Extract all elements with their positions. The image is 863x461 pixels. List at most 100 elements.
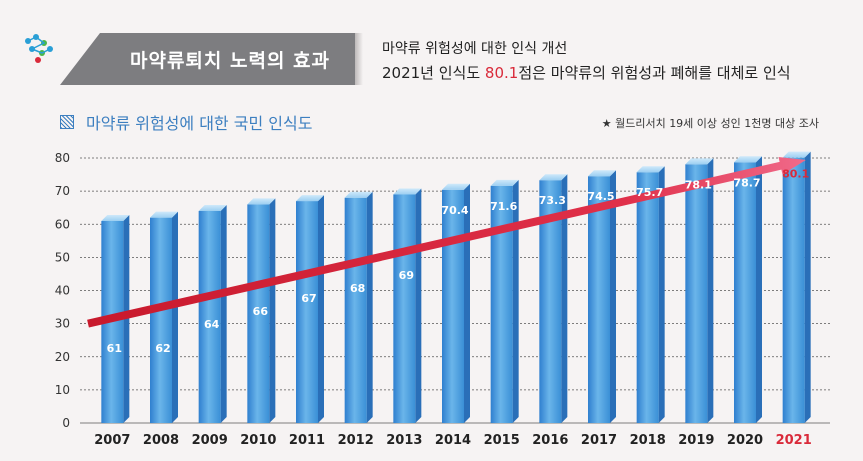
bar-value-label: 69: [399, 269, 414, 282]
bar-2008: [150, 211, 178, 423]
bar-front: [734, 162, 756, 423]
description-line-1: 마약류 위험성에 대한 인식 개선: [382, 41, 568, 57]
x-axis: 2007 2008 2009 2010 2011 2012 2013 2014 2015 2016…: [94, 433, 812, 448]
bar-value-label: 61: [107, 342, 122, 355]
x-tick-label: 2018: [630, 433, 666, 448]
bar-value-label: 64: [204, 318, 220, 331]
y-tick-label: 60: [55, 217, 70, 231]
description-suffix: 점은 마약류의 위험성과 폐해를 대체로 인식: [518, 64, 791, 82]
bar-top: [101, 214, 130, 221]
y-tick-label: 70: [55, 184, 70, 198]
bar-top: [393, 188, 422, 195]
y-tick-label: 80: [55, 151, 70, 165]
description-line-2: 2021년 인식도 80.1점은 마약류의 위험성과 폐해를 대체로 인식: [382, 62, 791, 83]
bar-value-label: 62: [155, 342, 170, 355]
bar-top: [296, 195, 324, 202]
bar-top: [344, 191, 373, 198]
bar-value-label: 71.6: [490, 200, 517, 213]
bar-front: [150, 217, 172, 423]
bar-2012: [344, 191, 373, 423]
bar-value-label: 78.7: [733, 176, 760, 189]
bar-front: [247, 204, 270, 423]
badge-title: 마약류퇴치 노력의 효과: [129, 49, 331, 72]
bar-top: [782, 151, 811, 158]
bar-2010: [247, 198, 276, 423]
bar-2020: [734, 156, 762, 423]
chart-title-text: 마약류 위험성에 대한 국민 인식도: [86, 114, 313, 133]
bar-2014: [442, 183, 470, 423]
bar-front: [588, 176, 610, 423]
bar-side: [756, 156, 762, 423]
bar-front: [782, 157, 805, 423]
bar-top: [442, 183, 470, 190]
x-tick-label: 2012: [338, 433, 374, 448]
bar-2017: [588, 170, 616, 423]
bar-top: [685, 158, 714, 165]
bar-front: [636, 172, 659, 423]
bar-side: [512, 179, 519, 423]
x-tick-label: 2010: [240, 433, 276, 448]
y-tick-label: 0: [62, 416, 70, 430]
logo-icon: [25, 34, 53, 63]
bar-2018: [636, 166, 665, 423]
bar-side: [658, 166, 665, 423]
bar-top: [150, 211, 178, 218]
y-tick-label: 40: [55, 284, 70, 298]
bar-side: [415, 188, 422, 423]
y-tick-label: 20: [55, 350, 70, 364]
x-tick-label: 2011: [289, 433, 325, 448]
x-tick-label: 2019: [678, 433, 714, 448]
bars: [101, 151, 811, 423]
bar-value-label: 73.3: [539, 194, 566, 207]
bar-value-label: 78.1: [685, 178, 712, 191]
bar-value-label: 74.5: [587, 190, 614, 203]
highlight-score: 80.1: [484, 64, 519, 82]
x-tick-label: 2008: [143, 433, 179, 448]
bar-side: [269, 198, 276, 423]
x-tick-label: 2013: [386, 433, 422, 448]
bar-top: [588, 170, 616, 177]
bar-top: [490, 179, 519, 186]
bar-value-label: 70.4: [441, 204, 468, 217]
bar-side: [366, 191, 373, 423]
trend-arrow-shape: [87, 156, 806, 328]
bar-value-label: 66: [253, 305, 269, 318]
bar-2016: [539, 174, 568, 423]
y-tick-label: 30: [55, 317, 70, 331]
bar-2021: [782, 151, 811, 423]
bar-side: [610, 170, 616, 423]
bar-top: [539, 174, 568, 181]
x-tick-label: 2017: [581, 433, 617, 448]
bar-2009: [198, 205, 227, 423]
x-tick-label: 2016: [532, 433, 568, 448]
bar-front: [393, 194, 416, 423]
bar-front: [442, 189, 464, 423]
bar-top: [198, 205, 227, 211]
y-tick-label: 50: [55, 250, 70, 264]
x-tick-label: 2009: [192, 433, 228, 448]
bar-value-label: 80.1: [782, 168, 809, 181]
source-note: ★ 월드리서치 19세 이상 성인 1천명 대상 조사: [601, 117, 819, 130]
x-tick-label: 2007: [94, 433, 130, 448]
y-tick-label: 10: [55, 383, 70, 397]
bar-front: [296, 201, 318, 423]
x-tick-label: 2015: [484, 433, 520, 448]
bar-top: [247, 198, 276, 205]
badge-shadow: [355, 33, 363, 85]
bar-2011: [296, 195, 324, 423]
bar-2015: [490, 179, 519, 423]
bar-value-label: 75.7: [636, 186, 663, 199]
x-tick-label: 2014: [435, 433, 471, 448]
bar-value-label: 68: [350, 282, 365, 295]
description-prefix: 2021년 인식도: [382, 64, 485, 82]
bar-value-labels: 61 62 64 66 67 68 69 70.4 71.6 73.3 74.5 75.7 78.1 78…: [107, 168, 810, 355]
bar-side: [464, 183, 470, 423]
bar-front: [685, 164, 708, 423]
bar-side: [707, 158, 714, 423]
hatched-square-icon: [60, 115, 74, 129]
bar-2013: [393, 188, 422, 423]
bar-front: [344, 197, 367, 423]
bar-side: [561, 174, 568, 423]
bar-side: [172, 211, 178, 423]
